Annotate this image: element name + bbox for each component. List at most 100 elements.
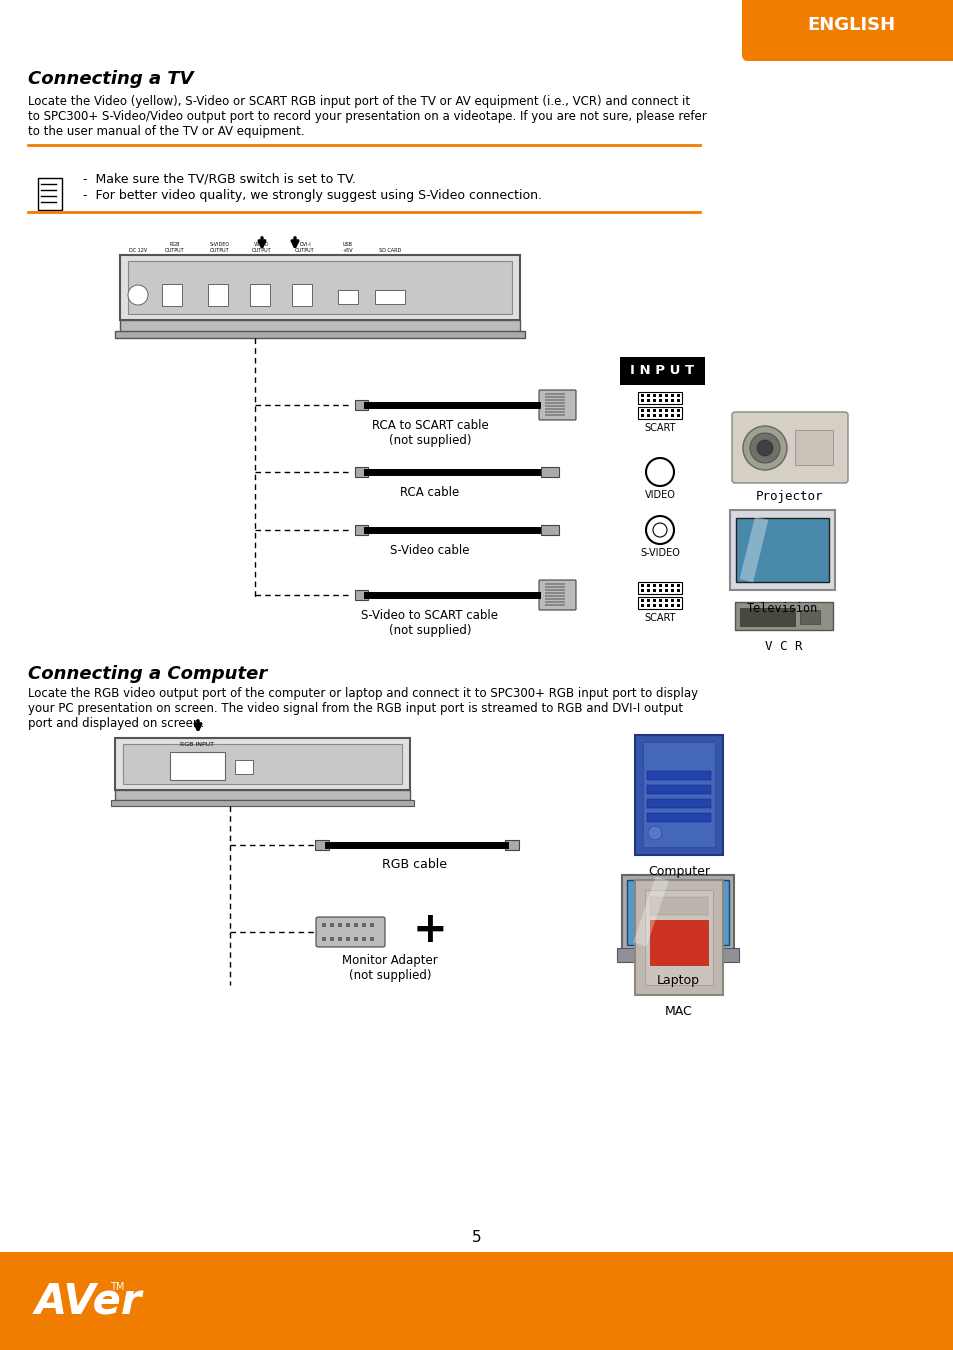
- Text: Connecting a Computer: Connecting a Computer: [28, 666, 267, 683]
- Text: USB
+5V: USB +5V: [342, 242, 353, 252]
- Bar: [170, 752, 225, 780]
- Bar: [646, 599, 649, 602]
- Circle shape: [757, 440, 772, 456]
- Bar: [346, 937, 350, 941]
- Bar: [646, 784, 710, 794]
- Bar: [664, 394, 667, 397]
- Bar: [544, 583, 564, 585]
- Text: Locate the Video (yellow), S-Video or SCART RGB input port of the TV or AV equip: Locate the Video (yellow), S-Video or SC…: [28, 95, 689, 108]
- Bar: [652, 394, 656, 397]
- Bar: [677, 400, 679, 402]
- Bar: [635, 734, 722, 855]
- Bar: [652, 589, 656, 593]
- Text: S-VIDEO: S-VIDEO: [639, 548, 679, 558]
- Text: TM: TM: [110, 1282, 124, 1292]
- Text: SCART: SCART: [643, 613, 675, 622]
- Bar: [111, 801, 414, 806]
- Bar: [644, 890, 712, 986]
- Bar: [794, 431, 832, 464]
- Bar: [635, 880, 722, 995]
- Bar: [659, 599, 661, 602]
- Bar: [375, 290, 405, 304]
- Bar: [677, 603, 679, 608]
- Bar: [544, 598, 564, 599]
- Circle shape: [749, 433, 780, 463]
- Bar: [115, 331, 524, 338]
- Bar: [640, 400, 643, 402]
- Bar: [670, 589, 673, 593]
- Bar: [120, 320, 519, 332]
- Bar: [649, 919, 707, 965]
- Bar: [617, 948, 739, 963]
- Bar: [250, 284, 270, 306]
- Bar: [735, 518, 828, 582]
- Text: -  For better video quality, we strongly suggest using S-Video connection.: - For better video quality, we strongly …: [75, 189, 541, 202]
- Bar: [664, 409, 667, 412]
- Bar: [677, 409, 679, 412]
- Bar: [544, 589, 564, 591]
- Bar: [621, 875, 733, 950]
- Bar: [337, 937, 341, 941]
- Circle shape: [742, 427, 786, 470]
- Text: S-Video to SCART cable
(not supplied): S-Video to SCART cable (not supplied): [361, 609, 498, 637]
- Bar: [646, 813, 710, 822]
- Bar: [337, 923, 341, 927]
- Bar: [544, 396, 564, 398]
- Circle shape: [647, 826, 661, 840]
- Bar: [638, 392, 681, 404]
- Bar: [652, 400, 656, 402]
- Bar: [640, 414, 643, 417]
- Bar: [361, 937, 366, 941]
- Text: MAC: MAC: [664, 1004, 692, 1018]
- Bar: [619, 356, 704, 385]
- Bar: [128, 261, 512, 315]
- Bar: [544, 603, 564, 606]
- Bar: [677, 414, 679, 417]
- Bar: [646, 414, 649, 417]
- Text: DC 12V: DC 12V: [129, 248, 147, 252]
- Bar: [659, 400, 661, 402]
- Bar: [664, 414, 667, 417]
- Bar: [670, 414, 673, 417]
- Bar: [638, 582, 681, 594]
- Bar: [646, 589, 649, 593]
- Bar: [677, 589, 679, 593]
- Bar: [740, 608, 794, 626]
- Bar: [355, 400, 368, 410]
- Bar: [659, 585, 661, 587]
- Bar: [544, 586, 564, 589]
- Bar: [544, 393, 564, 396]
- Bar: [292, 284, 312, 306]
- Bar: [361, 923, 366, 927]
- Text: port and displayed on screen.: port and displayed on screen.: [28, 717, 204, 730]
- Bar: [646, 799, 710, 809]
- Bar: [123, 744, 401, 784]
- Bar: [314, 840, 329, 850]
- Bar: [354, 937, 357, 941]
- Bar: [664, 400, 667, 402]
- Text: SD CARD: SD CARD: [378, 248, 400, 252]
- Text: RCA cable: RCA cable: [400, 486, 459, 500]
- Bar: [544, 601, 564, 603]
- Bar: [544, 405, 564, 406]
- Bar: [540, 525, 558, 535]
- Bar: [370, 937, 374, 941]
- Bar: [640, 585, 643, 587]
- Bar: [640, 409, 643, 412]
- Bar: [659, 394, 661, 397]
- Bar: [659, 414, 661, 417]
- Bar: [544, 400, 564, 401]
- Text: RGB
OUTPUT: RGB OUTPUT: [165, 242, 185, 252]
- Text: 5: 5: [472, 1230, 481, 1245]
- Bar: [670, 599, 673, 602]
- Text: Monitor Adapter
(not supplied): Monitor Adapter (not supplied): [342, 954, 437, 981]
- FancyBboxPatch shape: [538, 580, 576, 610]
- Bar: [355, 590, 368, 599]
- Text: VIDEO
OUTPUT: VIDEO OUTPUT: [252, 242, 272, 252]
- Text: to the user manual of the TV or AV equipment.: to the user manual of the TV or AV equip…: [28, 126, 304, 138]
- Bar: [234, 760, 253, 774]
- Bar: [640, 599, 643, 602]
- Bar: [670, 400, 673, 402]
- Bar: [640, 603, 643, 608]
- FancyBboxPatch shape: [731, 412, 847, 483]
